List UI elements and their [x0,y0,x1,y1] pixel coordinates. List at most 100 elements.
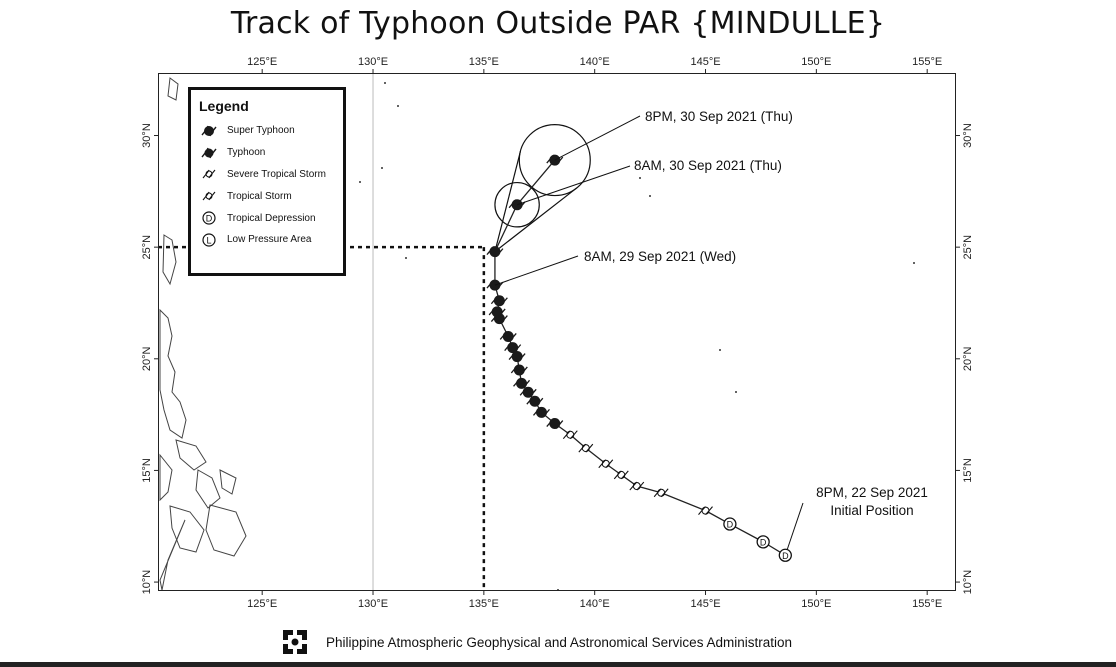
lat-label-right: 15°N [962,458,974,483]
coastline [167,77,179,101]
legend-box: Legend Super Typhoon Typhoon Severe Tropic… [188,87,346,276]
track-point-ts [613,470,629,480]
svg-text:D: D [727,520,734,530]
track-point-sts [562,430,578,440]
svg-text:D: D [760,537,767,547]
cone-edge [494,151,521,252]
lon-label-bottom: 155°E [912,598,942,610]
island-dot [405,257,407,259]
coastline [219,469,237,495]
lat-label-left: 10°N [141,570,153,595]
super-typhoon-icon [201,125,217,137]
coastline [162,234,177,286]
coastline [169,505,205,553]
island-dot [719,349,721,351]
annotation-latest: 8AM, 29 Sep 2021 (Wed) [584,249,736,264]
track-point-ty [490,295,508,307]
lon-label-bottom: 130°E [358,598,388,610]
track-point-ty [488,306,506,318]
lon-label-top: 150°E [801,56,831,68]
lat-label-right: 20°N [962,346,974,371]
legend-item: Super Typhoon [199,120,335,142]
track-point-ty [504,342,522,354]
track-point-ty [532,406,550,418]
tropical-storm-icon [202,191,216,201]
leader-forecast-1 [516,165,631,206]
island-dot [649,195,651,197]
lat-label-left: 25°N [141,235,153,260]
track-point-td: D [778,548,792,562]
legend-item-label: Typhoon [227,147,266,159]
annotation-initial-label: Initial Position [830,503,913,518]
forecast-circle [494,181,540,228]
lon-label-bottom: 125°E [247,598,277,610]
track-point-ty [513,377,531,389]
lat-label-left: 30°N [141,123,153,148]
track-point-ty [546,154,564,166]
track-point-td: D [723,517,737,531]
leader-forecast-2 [554,115,641,161]
lat-label-right: 10°N [962,570,974,595]
legend-item-label: Tropical Depression [227,212,316,224]
footer: Philippine Atmospheric Geophysical and A… [280,627,792,657]
track-point-td: D [756,535,770,549]
agency-name: Philippine Atmospheric Geophysical and A… [326,634,792,650]
legend-item-label: Low Pressure Area [227,234,312,246]
lon-label-top: 155°E [912,56,942,68]
lon-label-top: 130°E [358,56,388,68]
island-dot [381,167,383,169]
lat-label-left: 20°N [141,346,153,371]
legend-item: D Tropical Depression [199,207,335,229]
coastline [205,504,247,557]
island-dot [913,262,915,264]
leader-initial [786,502,804,550]
map-frame [158,73,956,591]
island-dot [735,391,737,393]
island-dot [384,82,386,84]
island-dot [359,181,361,183]
cone-edge [494,187,577,253]
track-point-ty [486,246,504,258]
forecast-cone [494,124,591,253]
leader-latest [494,255,579,286]
typhoon-icon [201,147,217,158]
tropical-depression-icon: D [202,211,216,225]
legend-item: Severe Tropical Storm [199,164,335,186]
track-point-ty [526,395,544,407]
annotation-forecast-1: 8AM, 30 Sep 2021 (Thu) [634,158,782,173]
axis-ticks: 125°E 125°E 130°E 130°E 135°E 135°E 140°E 140°E… [141,56,974,610]
annotation-forecast-2: 8PM, 30 Sep 2021 (Thu) [645,109,793,124]
lon-label-top: 140°E [580,56,610,68]
coastline [175,439,207,471]
coastline [195,469,221,509]
track-point-ty [510,364,528,376]
severe-tropical-storm-icon [202,170,216,179]
svg-text:D: D [782,551,789,561]
coastline [159,308,187,439]
lon-label-top: 125°E [247,56,277,68]
lon-label-bottom: 145°E [690,598,720,610]
lat-label-right: 25°N [962,235,974,260]
island-dot [397,105,399,107]
legend-item-label: Severe Tropical Storm [227,168,326,180]
pagasa-logo-icon [283,630,307,654]
forecast-circle [518,124,591,197]
annotation-initial-time: 8PM, 22 Sep 2021 [816,485,928,500]
legend-title: Legend [199,98,249,114]
lat-label-left: 15°N [141,458,153,483]
lat-label-right: 30°N [962,123,974,148]
track-point-ty [519,386,537,398]
track-point-ty [499,330,517,342]
track-point-ts [629,481,645,491]
track-point-ts [598,459,614,469]
track-point-ty [508,351,526,363]
legend-item-label: Super Typhoon [227,125,295,137]
lon-label-bottom: 140°E [580,598,610,610]
coastline [159,453,173,502]
lon-label-top: 135°E [469,56,499,68]
legend-item-label: Tropical Storm [227,190,292,202]
lon-label-top: 145°E [690,56,720,68]
lon-label-bottom: 135°E [469,598,499,610]
legend-item: L Low Pressure Area [199,229,335,251]
track-point-ts [578,443,594,453]
